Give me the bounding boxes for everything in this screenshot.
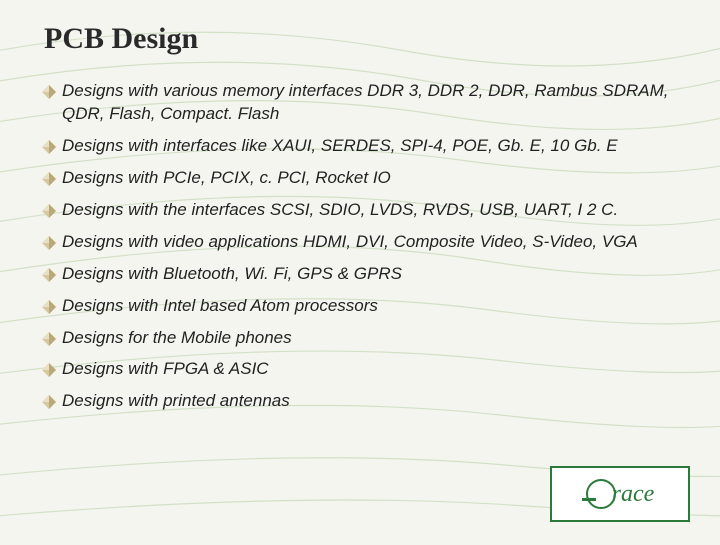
- bullet-item: Designs with Bluetooth, Wi. Fi, GPS & GP…: [42, 263, 680, 286]
- bullet-item: Designs with various memory interfaces D…: [42, 80, 680, 126]
- diamond-bullet-icon: [42, 363, 56, 377]
- bullet-text: Designs with various memory interfaces D…: [62, 80, 680, 126]
- bullet-text: Designs with Bluetooth, Wi. Fi, GPS & GP…: [62, 263, 402, 286]
- bullet-item: Designs with the interfaces SCSI, SDIO, …: [42, 199, 680, 222]
- bullet-text: Designs with the interfaces SCSI, SDIO, …: [62, 199, 618, 222]
- diamond-bullet-icon: [42, 332, 56, 346]
- bullet-text: Designs with PCIe, PCIX, c. PCI, Rocket …: [62, 167, 391, 190]
- diamond-bullet-icon: [42, 85, 56, 99]
- bullet-text: Designs with FPGA & ASIC: [62, 358, 269, 381]
- page-title: PCB Design: [44, 22, 680, 56]
- diamond-bullet-icon: [42, 268, 56, 282]
- logo-circle-icon: [586, 479, 616, 509]
- diamond-bullet-icon: [42, 395, 56, 409]
- bullet-text: Designs with printed antennas: [62, 390, 290, 413]
- bullet-item: Designs for the Mobile phones: [42, 327, 680, 350]
- bullet-text: Designs with Intel based Atom processors: [62, 295, 378, 318]
- bullet-item: Designs with FPGA & ASIC: [42, 358, 680, 381]
- bullet-list: Designs with various memory interfaces D…: [42, 80, 680, 413]
- logo-trace: race: [550, 466, 690, 522]
- diamond-bullet-icon: [42, 300, 56, 314]
- bullet-text: Designs for the Mobile phones: [62, 327, 292, 350]
- diamond-bullet-icon: [42, 172, 56, 186]
- bullet-item: Designs with printed antennas: [42, 390, 680, 413]
- diamond-bullet-icon: [42, 140, 56, 154]
- bullet-item: Designs with video applications HDMI, DV…: [42, 231, 680, 254]
- diamond-bullet-icon: [42, 236, 56, 250]
- bullet-item: Designs with Intel based Atom processors: [42, 295, 680, 318]
- bullet-text: Designs with interfaces like XAUI, SERDE…: [62, 135, 618, 158]
- bullet-item: Designs with interfaces like XAUI, SERDE…: [42, 135, 680, 158]
- bullet-item: Designs with PCIe, PCIX, c. PCI, Rocket …: [42, 167, 680, 190]
- diamond-bullet-icon: [42, 204, 56, 218]
- bullet-text: Designs with video applications HDMI, DV…: [62, 231, 638, 254]
- logo-text: race: [612, 481, 655, 508]
- slide-content: PCB Design Designs with various memory i…: [0, 0, 720, 442]
